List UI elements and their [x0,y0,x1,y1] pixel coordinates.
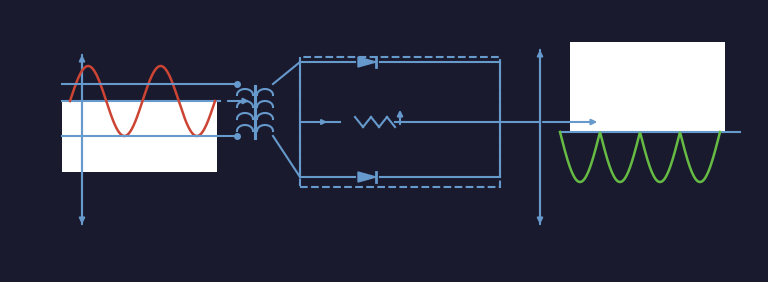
Bar [62,102,217,172]
Bar [300,57,500,187]
Polygon shape [358,172,376,182]
Polygon shape [358,57,376,67]
Bar [570,42,725,132]
